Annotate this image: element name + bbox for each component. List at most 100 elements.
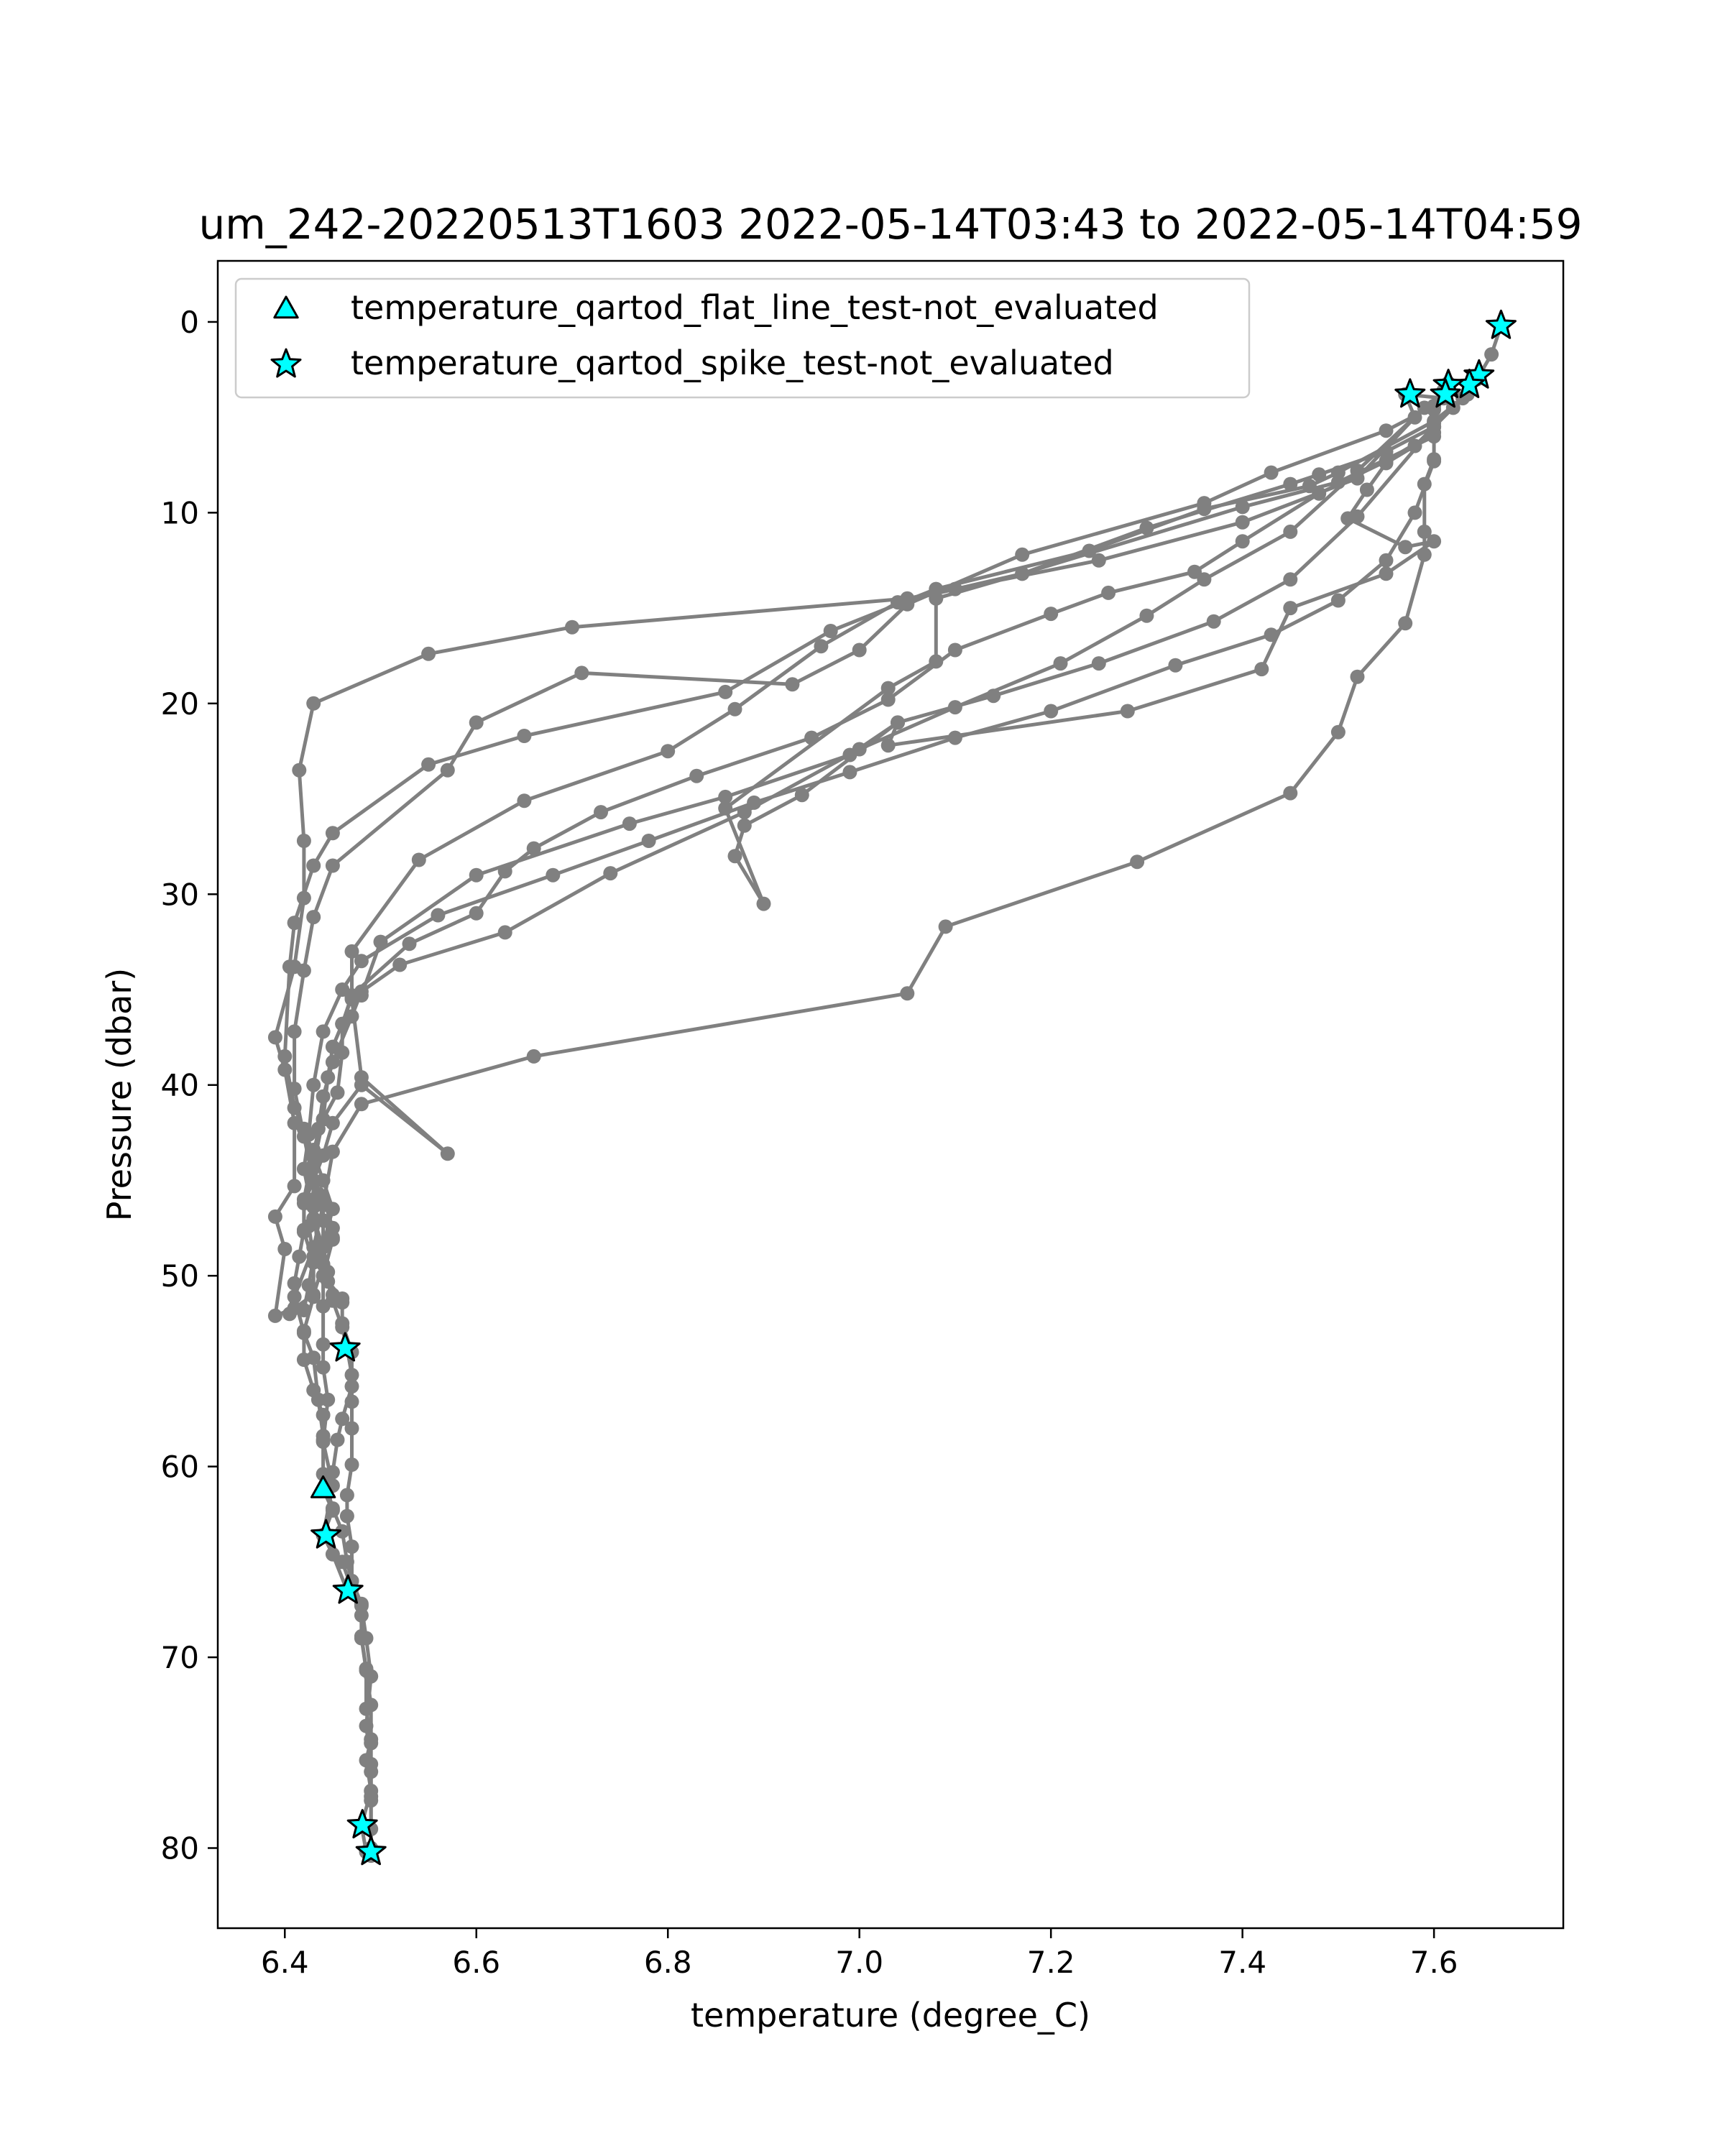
profile-point bbox=[344, 1421, 359, 1436]
profile-point bbox=[661, 744, 676, 759]
profile-point bbox=[1044, 704, 1059, 719]
profile-point bbox=[1417, 547, 1432, 562]
flag-series-0 bbox=[310, 1475, 336, 1498]
profile-point bbox=[335, 1319, 350, 1335]
profile-point bbox=[1398, 616, 1413, 631]
profile-point bbox=[1197, 572, 1212, 587]
profile-point bbox=[1264, 465, 1279, 480]
profile-point bbox=[354, 1628, 369, 1644]
profile-point bbox=[938, 919, 953, 934]
legend: temperature_qartod_flat_line_test-not_ev… bbox=[234, 277, 1251, 399]
profile-point bbox=[344, 1457, 359, 1472]
profile-point bbox=[316, 1407, 331, 1422]
profile-point bbox=[292, 1249, 307, 1264]
profile-point bbox=[852, 742, 867, 757]
profile-point bbox=[344, 944, 359, 959]
profile-point bbox=[1015, 566, 1030, 581]
profile-point bbox=[296, 834, 311, 848]
profile-point bbox=[277, 1049, 293, 1064]
profile-point bbox=[354, 984, 369, 999]
y-tick-label: 60 bbox=[161, 1450, 199, 1485]
profile-point bbox=[517, 729, 532, 743]
profile-point bbox=[565, 619, 579, 635]
profile-point bbox=[880, 692, 896, 707]
profile-point bbox=[1235, 499, 1250, 515]
profile-point bbox=[354, 1077, 369, 1092]
profile-point bbox=[306, 1383, 321, 1398]
profile-point bbox=[296, 1161, 311, 1176]
star-icon bbox=[270, 348, 302, 378]
legend-star-marker bbox=[270, 348, 302, 378]
profile-point bbox=[1091, 656, 1106, 671]
profile-point bbox=[325, 1054, 340, 1069]
profile-point bbox=[364, 1789, 379, 1804]
profile-point bbox=[411, 852, 426, 867]
spike-test-star-marker bbox=[332, 1574, 364, 1604]
y-axis-label: Pressure (dbar) bbox=[100, 968, 139, 1221]
spike-test-star-marker bbox=[1430, 378, 1461, 408]
y-tick-label: 40 bbox=[161, 1068, 199, 1103]
profile-point bbox=[718, 684, 733, 699]
profile-point bbox=[1407, 505, 1422, 520]
profile-point bbox=[1359, 482, 1374, 497]
profile-point bbox=[1398, 540, 1413, 555]
profile-point bbox=[594, 805, 608, 820]
profile-point bbox=[1187, 564, 1202, 579]
profile-point bbox=[354, 954, 369, 969]
profile-point bbox=[421, 757, 436, 772]
profile-point bbox=[1130, 854, 1145, 870]
x-tick-label: 6.6 bbox=[452, 1945, 500, 1980]
profile-point bbox=[947, 730, 962, 745]
profile-point bbox=[622, 816, 637, 831]
profile-point bbox=[1455, 391, 1471, 406]
profile-point bbox=[526, 1049, 541, 1064]
profile-point bbox=[1283, 572, 1298, 587]
profile-point bbox=[1044, 607, 1059, 622]
profile-point bbox=[287, 1276, 302, 1291]
profile-point bbox=[364, 1764, 379, 1779]
profile-point bbox=[1235, 515, 1250, 530]
profile-point bbox=[282, 1307, 297, 1322]
profile-point bbox=[335, 982, 350, 997]
y-tick-label: 20 bbox=[161, 686, 199, 722]
profile-point bbox=[325, 1547, 340, 1562]
profile-point bbox=[267, 1209, 282, 1224]
profile-point bbox=[947, 642, 962, 658]
profile-point bbox=[1379, 553, 1394, 568]
profile-point bbox=[1283, 601, 1298, 616]
profile-point bbox=[344, 1009, 359, 1024]
profile-point bbox=[402, 936, 417, 952]
profile-point bbox=[689, 768, 704, 783]
profile-point bbox=[325, 1230, 340, 1245]
profile-point bbox=[497, 925, 512, 940]
x-tick-label: 7.2 bbox=[1027, 1945, 1075, 1980]
profile-point bbox=[267, 1030, 282, 1045]
x-tick-label: 6.4 bbox=[261, 1945, 309, 1980]
profile-point bbox=[756, 896, 771, 911]
profile-point bbox=[727, 849, 742, 864]
profile-point bbox=[1330, 593, 1346, 608]
profile-point bbox=[1235, 534, 1250, 549]
profile-point bbox=[421, 646, 436, 661]
y-tick-label: 80 bbox=[161, 1831, 199, 1866]
profile-point bbox=[1379, 566, 1394, 581]
y-tick-label: 10 bbox=[161, 495, 199, 530]
axis-ticks: 6.4 6.6 6.8 7.0 7.2 7.4 7.6 0 10 20 30 40 50 60 70 80 bbox=[161, 305, 1458, 1980]
profile-point bbox=[325, 826, 340, 841]
profile-point bbox=[301, 1278, 316, 1293]
profile-point bbox=[1379, 423, 1394, 438]
profile-point bbox=[321, 1274, 336, 1289]
profile-series-8 bbox=[296, 453, 1442, 1306]
x-tick-label: 6.8 bbox=[644, 1945, 692, 1980]
profile-point bbox=[842, 765, 857, 780]
profile-point bbox=[282, 959, 297, 975]
profile-point bbox=[296, 963, 311, 978]
flag-series-1 bbox=[310, 309, 1517, 1866]
profile-point bbox=[891, 595, 905, 610]
y-tick-label: 50 bbox=[161, 1258, 199, 1294]
profile-point bbox=[1206, 614, 1221, 629]
profile-point bbox=[321, 1392, 336, 1407]
profile-point bbox=[1350, 464, 1365, 478]
profile-point bbox=[823, 624, 838, 638]
profile-point bbox=[316, 1240, 331, 1255]
